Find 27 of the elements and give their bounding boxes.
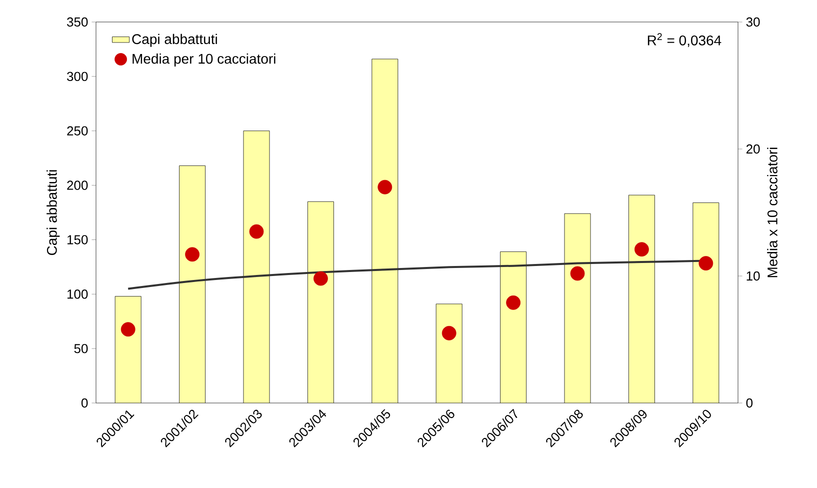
- legend-label: Media per 10 cacciatori: [132, 53, 276, 67]
- point: [120, 322, 136, 337]
- y-tick-label: 200: [67, 180, 88, 190]
- y2-tick-label: 20: [746, 144, 760, 154]
- point: [634, 242, 649, 257]
- y2-axis-title: Media x 10 cacciatori: [767, 148, 778, 278]
- y-tick-label: 100: [68, 290, 88, 299]
- y-tick-label: 350: [67, 17, 88, 27]
- y-tick-label: 50: [74, 344, 88, 354]
- y-tick-label: 300: [67, 72, 88, 82]
- legend-label: Capi abbattuti: [132, 34, 217, 47]
- point: [698, 256, 714, 270]
- point: [249, 224, 264, 239]
- point: [570, 266, 585, 281]
- point: [185, 247, 200, 262]
- annotation: R$^{2}$ = 0,0364: [648, 33, 722, 48]
- y2-tick-label: 10: [746, 271, 760, 281]
- point: [506, 295, 520, 310]
- y-tick-label: 0: [81, 398, 88, 408]
- y-tick-label: 250: [67, 126, 88, 136]
- y-tick-label: 150: [68, 235, 88, 244]
- y2-tick-label: 30: [746, 17, 760, 27]
- point: [314, 271, 328, 286]
- point: [378, 180, 392, 194]
- y-axis-title: Capi abbattuti: [46, 170, 60, 255]
- y2-tick-label: 0: [746, 398, 753, 408]
- point: [442, 326, 456, 340]
